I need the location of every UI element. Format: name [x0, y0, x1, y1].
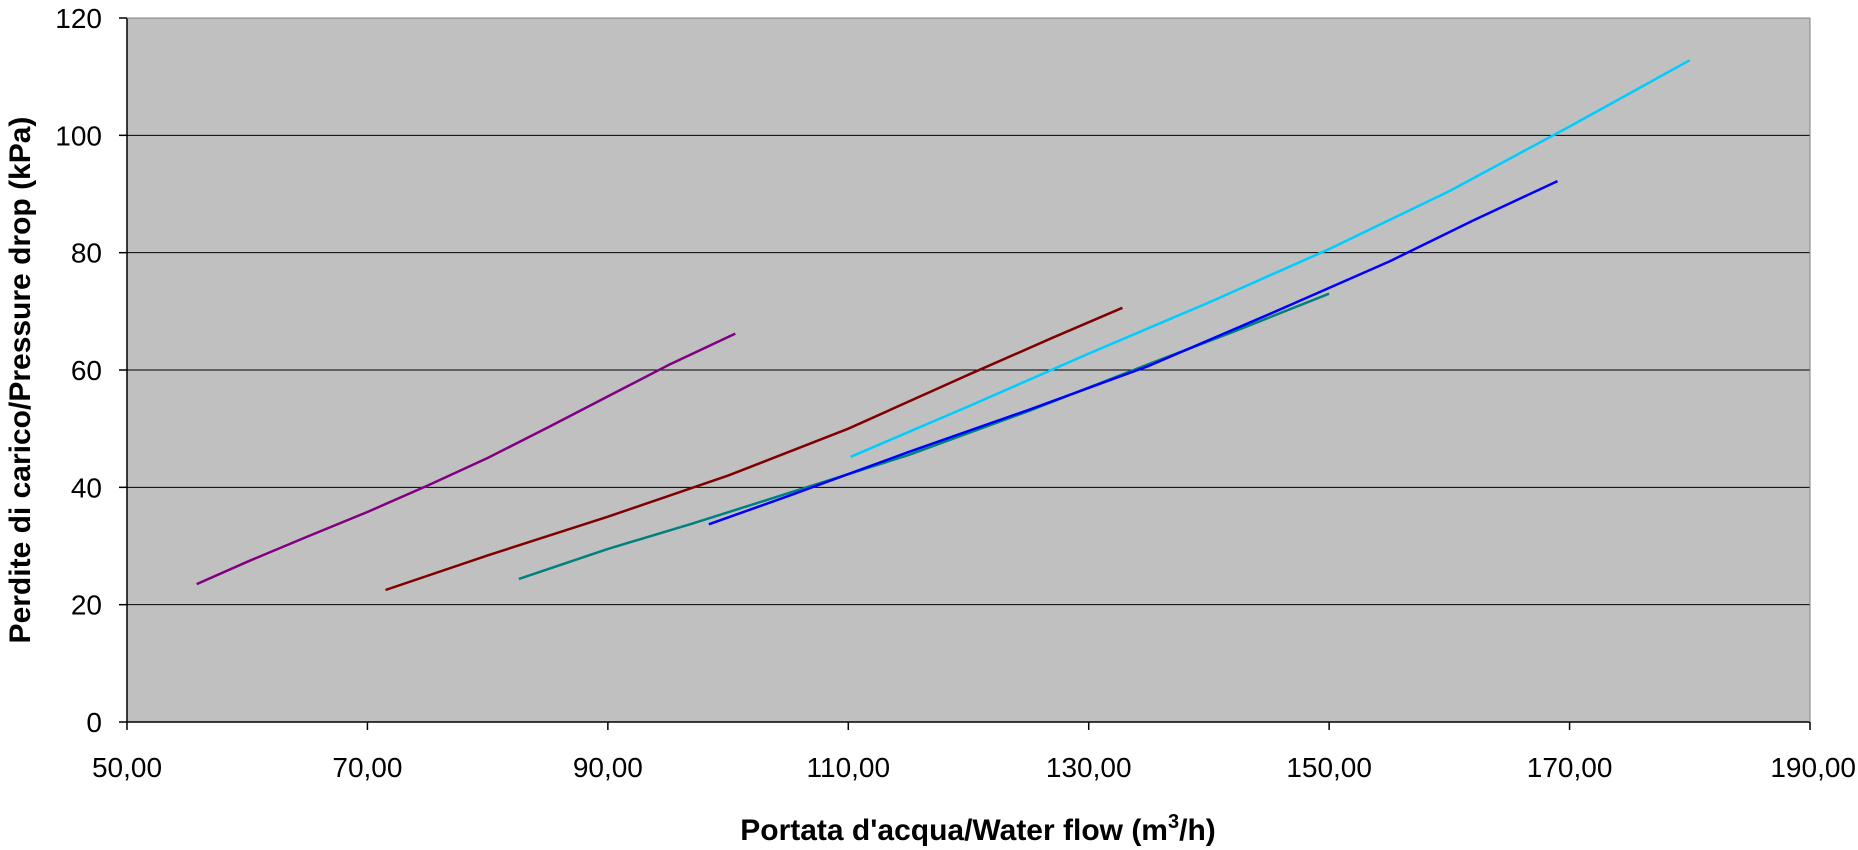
x-tick-label: 90,00	[573, 752, 643, 783]
series-line-5	[850, 59, 1691, 458]
axes	[119, 17, 1811, 730]
x-tick-label: 110,00	[807, 752, 891, 783]
y-tick-label: 40	[71, 472, 102, 503]
series-line-1	[196, 332, 736, 586]
series-group	[196, 59, 1691, 592]
x-tick-label: 50,00	[92, 752, 162, 783]
y-axis-title: Perdite di carico/Pressure drop (kPa)	[4, 117, 37, 644]
x-tick-label: 70,00	[332, 752, 402, 783]
y-tick-label: 120	[55, 3, 102, 34]
x-tick-labels: 50,00 70,00 90,00 110,00 130,00 150,00 170,00 1…	[92, 752, 1856, 783]
y-tick-labels: 0 20 40 60 80 100 120	[55, 3, 102, 738]
x-tick-label: 190,00	[1770, 752, 1856, 783]
y-tick-label: 0	[86, 707, 102, 738]
y-tick-label: 60	[71, 355, 102, 386]
x-tick-label: 150,00	[1286, 752, 1372, 783]
x-tick-label: 130,00	[1046, 752, 1132, 783]
series-line-4	[708, 179, 1559, 526]
x-axis-title: Portata d'acqua/Water flow (m3/h)	[740, 811, 1216, 847]
y-tick-label: 80	[71, 238, 102, 269]
y-tick-label: 100	[55, 120, 102, 151]
y-tick-label: 20	[71, 590, 102, 621]
x-tick-label: 170,00	[1527, 752, 1613, 783]
series-line-2	[385, 306, 1123, 592]
